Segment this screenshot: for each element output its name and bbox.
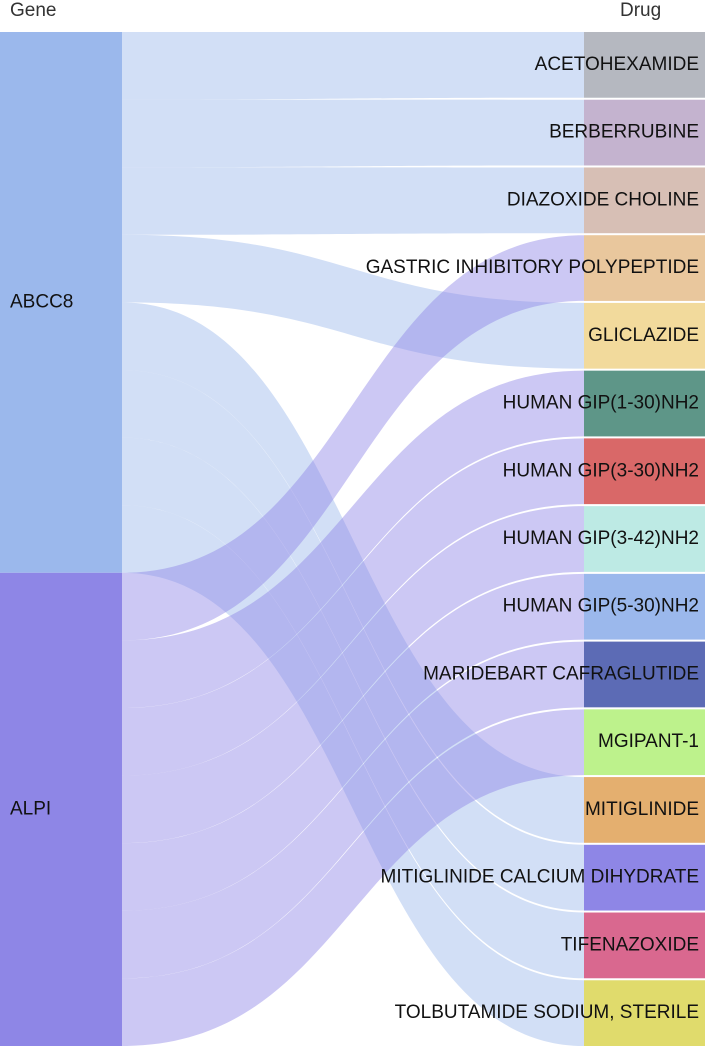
drug-label-mgipant-1: MGIPANT-1 xyxy=(598,731,699,752)
gene-column-header: Gene xyxy=(10,0,57,21)
drug-label-acetohexamide: ACETOHEXAMIDE xyxy=(535,54,699,75)
link-alpi-to-gastric-inhibitory-polypeptide[interactable] xyxy=(122,235,584,641)
drug-label-tifenazoxide: TIFENAZOXIDE xyxy=(561,934,699,955)
link-abcc8-to-diazoxide-choline[interactable] xyxy=(122,167,584,235)
link-alpi-to-human-gip-1-30-nh2[interactable] xyxy=(122,370,584,708)
nodes-layer xyxy=(0,32,705,1046)
drug-column-header: Drug xyxy=(620,0,662,21)
drug-label-human-gip-1-30-nh2: HUMAN GIP(1-30)NH2 xyxy=(503,393,699,414)
drug-node-human-gip-5-30-nh2[interactable] xyxy=(584,573,705,640)
link-alpi-to-human-gip-3-42-nh2[interactable] xyxy=(122,506,584,844)
gene-node-alpi[interactable] xyxy=(0,572,122,1046)
drug-label-gastric-inhibitory-polypeptide: GASTRIC INHIBITORY POLYPEPTIDE xyxy=(366,257,699,278)
drug-node-gliclazide[interactable] xyxy=(584,302,705,369)
drug-node-gastric-inhibitory-polypeptide[interactable] xyxy=(584,235,705,301)
link-alpi-to-human-gip-3-30-nh2[interactable] xyxy=(122,438,584,776)
drug-label-mitiglinide-calcium-dihydrate: MITIGLINIDE CALCIUM DIHYDRATE xyxy=(381,867,699,888)
link-abcc8-to-acetohexamide[interactable] xyxy=(122,32,584,100)
drug-node-diazoxide-choline[interactable] xyxy=(584,167,705,234)
links-layer xyxy=(122,32,584,1046)
drug-label-tolbutamide-sodium-sterile: TOLBUTAMIDE SODIUM, STERILE xyxy=(395,1002,699,1023)
link-abcc8-to-mitiglinide[interactable] xyxy=(122,302,584,843)
drug-label-human-gip-3-30-nh2: HUMAN GIP(3-30)NH2 xyxy=(503,460,699,481)
labels-layer: ABCC8 ALPI ACETOHEXAMIDE BERBERRUBINE DIAZOX… xyxy=(10,54,699,1023)
link-alpi-to-mgipant-1[interactable] xyxy=(122,709,584,1046)
gene-label-abcc8: ABCC8 xyxy=(10,291,73,312)
drug-label-human-gip-5-30-nh2: HUMAN GIP(5-30)NH2 xyxy=(503,596,699,617)
drug-node-human-gip-3-30-nh2[interactable] xyxy=(584,438,705,505)
link-abcc8-to-tifenazoxide[interactable] xyxy=(122,437,584,979)
drug-node-mitiglinide[interactable] xyxy=(584,777,705,843)
link-alpi-to-human-gip-5-30-nh2[interactable] xyxy=(122,573,584,911)
drug-label-maridebart-cafraglutide: MARIDEBART CAFRAGLUTIDE xyxy=(423,663,699,684)
drug-node-berberrubine[interactable] xyxy=(584,99,705,166)
link-abcc8-to-mitiglinide-calcium-dihydrate[interactable] xyxy=(122,370,584,911)
gene-label-alpi: ALPI xyxy=(10,798,51,819)
drug-label-mitiglinide: MITIGLINIDE xyxy=(585,799,699,820)
drug-node-tolbutamide-sodium-sterile[interactable] xyxy=(584,980,705,1046)
drug-node-maridebart-cafraglutide[interactable] xyxy=(584,641,705,708)
drug-node-tifenazoxide[interactable] xyxy=(584,912,705,979)
link-abcc8-to-berberrubine[interactable] xyxy=(122,99,584,168)
drug-label-gliclazide: GLICLAZIDE xyxy=(588,325,699,346)
link-abcc8-to-gliclazide[interactable] xyxy=(122,234,584,369)
drug-node-mgipant-1[interactable] xyxy=(584,709,705,776)
drug-node-acetohexamide[interactable] xyxy=(584,32,705,98)
drug-node-human-gip-1-30-nh2[interactable] xyxy=(584,370,705,437)
gene-node-abcc8[interactable] xyxy=(0,32,122,573)
drug-label-diazoxide-choline: DIAZOXIDE CHOLINE xyxy=(507,189,699,210)
drug-label-human-gip-3-42-nh2: HUMAN GIP(3-42)NH2 xyxy=(503,528,699,549)
link-alpi-to-maridebart-cafraglutide[interactable] xyxy=(122,641,584,979)
drug-node-mitiglinide-calcium-dihydrate[interactable] xyxy=(584,844,705,911)
link-abcc8-to-tolbutamide-sodium-sterile[interactable] xyxy=(122,505,584,1046)
drug-label-berberrubine: BERBERRUBINE xyxy=(549,122,699,143)
drug-node-human-gip-3-42-nh2[interactable] xyxy=(584,506,705,572)
